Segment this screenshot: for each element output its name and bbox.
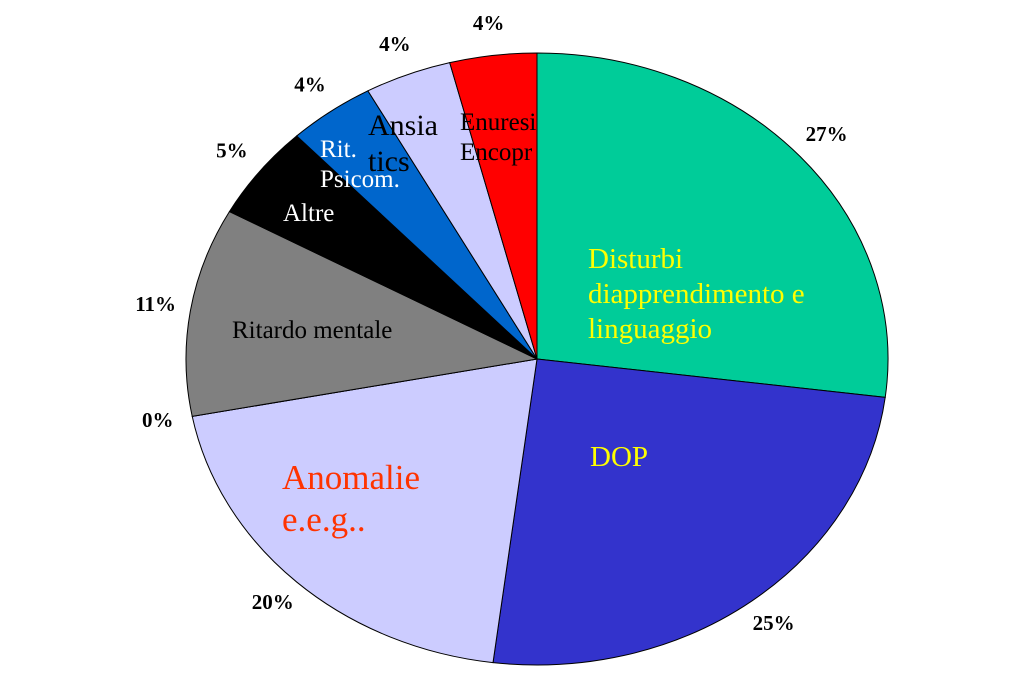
- pie-slice: [449, 52, 538, 360]
- value-label: 5%: [216, 139, 248, 163]
- pie-slice: [536, 52, 889, 398]
- slice-label: Ansia tics: [368, 109, 438, 178]
- value-label: 4%: [294, 72, 326, 96]
- value-label: 11%: [135, 292, 176, 316]
- pie-slice: [492, 358, 886, 666]
- slice-label: Anomalie e.e.g..: [282, 458, 421, 539]
- slice-label: Disturbi diapprendimento e linguaggio: [588, 243, 805, 345]
- slice-label: DOP: [590, 441, 649, 473]
- value-label: 27%: [806, 122, 848, 146]
- pie-slice: [185, 210, 539, 417]
- value-label: 25%: [753, 611, 795, 635]
- pie-slice: [191, 358, 538, 664]
- value-label: 0%: [142, 408, 174, 432]
- value-label: 4%: [379, 32, 411, 56]
- slice-label: Ritardo mentale: [232, 317, 393, 344]
- value-label: 20%: [252, 590, 294, 614]
- slice-label: Enuresi Encopr: [460, 109, 537, 166]
- value-label: 4%: [473, 11, 505, 35]
- slice-label: Altre: [283, 200, 335, 227]
- slice-label: Rit. Psicom.: [320, 136, 400, 193]
